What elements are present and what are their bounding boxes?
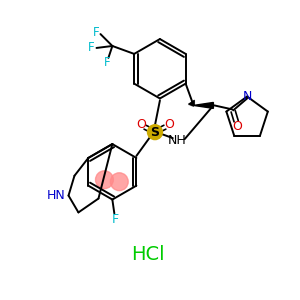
Text: F: F bbox=[93, 26, 100, 39]
Text: HN: HN bbox=[47, 189, 66, 202]
Text: NH: NH bbox=[167, 134, 186, 147]
Text: O: O bbox=[164, 118, 174, 131]
Circle shape bbox=[148, 125, 162, 140]
Circle shape bbox=[110, 173, 128, 190]
Text: O: O bbox=[136, 118, 146, 131]
Polygon shape bbox=[194, 102, 213, 108]
Text: N: N bbox=[242, 90, 252, 103]
Text: S: S bbox=[151, 126, 160, 139]
Text: F: F bbox=[112, 213, 119, 226]
Circle shape bbox=[95, 171, 113, 189]
Text: HCl: HCl bbox=[131, 244, 165, 263]
Text: F: F bbox=[88, 41, 95, 55]
Text: F: F bbox=[104, 56, 111, 69]
Text: O: O bbox=[232, 120, 242, 133]
